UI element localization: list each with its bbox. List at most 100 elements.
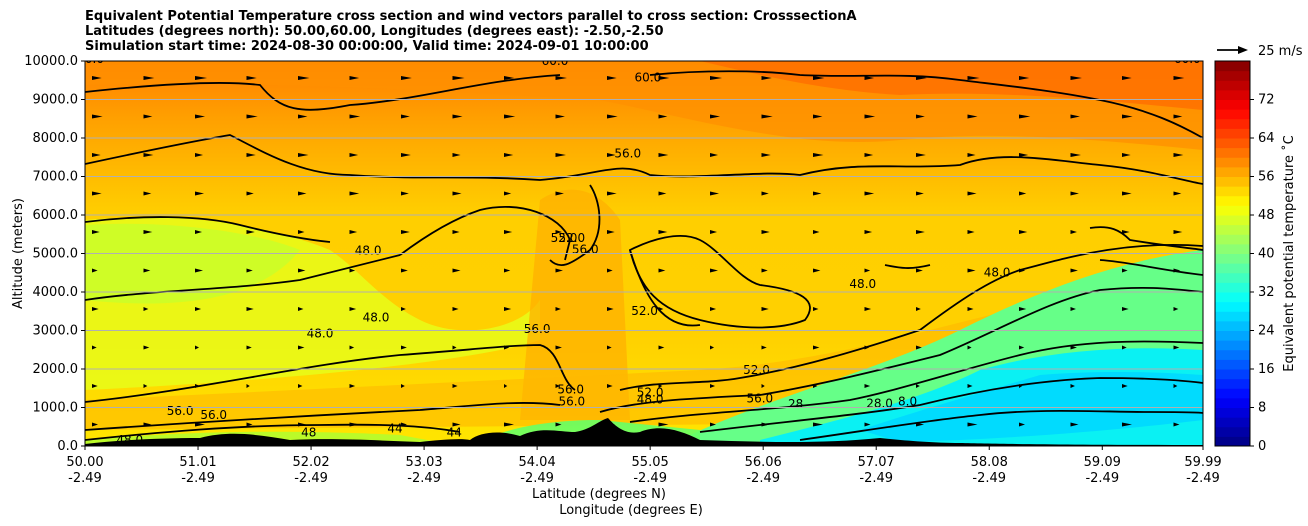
wind-arrow xyxy=(658,76,670,80)
x-axis: 50.00-2.4951.01-2.4952.02-2.4953.03-2.49… xyxy=(66,446,1222,486)
wind-arrow xyxy=(92,384,98,388)
contour-label: 48.0 xyxy=(355,244,382,258)
wind-arrow xyxy=(967,384,973,388)
wind-arrow xyxy=(813,422,823,427)
wind-arrow xyxy=(349,422,360,427)
wind-arrow xyxy=(92,307,99,311)
wind-arrow xyxy=(710,114,721,119)
wind-arrow xyxy=(1122,114,1133,119)
wind-arrow xyxy=(504,114,516,119)
wind-arrow xyxy=(864,384,871,388)
wind-arrow xyxy=(504,307,512,311)
wind-arrow xyxy=(195,268,204,273)
wind-arrow xyxy=(710,76,723,80)
wind-arrow xyxy=(1019,268,1026,273)
colorbar-swatch xyxy=(1215,157,1250,168)
wind-arrow xyxy=(710,307,717,311)
wind-arrow xyxy=(761,153,771,157)
wind-arrow xyxy=(864,268,871,273)
wind-arrow xyxy=(864,114,876,119)
wind-arrow xyxy=(195,422,205,427)
wind-arrow xyxy=(658,268,666,273)
colorbar-swatch xyxy=(1215,205,1250,216)
wind-arrow xyxy=(967,422,978,427)
contour-label: 60.0 xyxy=(635,70,662,84)
plot-area: 60.0 60.060.060.056.048.048.048.052.052.0… xyxy=(85,61,1203,446)
contour-label: 56.0 xyxy=(558,395,585,409)
wind-arrow xyxy=(1019,345,1025,350)
wind-arrow xyxy=(92,268,98,273)
wind-arrow xyxy=(195,384,201,388)
wind-arrow xyxy=(92,230,100,234)
wind-arrow xyxy=(349,114,361,119)
wind-arrow xyxy=(555,345,562,350)
wind-arrow xyxy=(298,345,305,350)
wind-arrow xyxy=(761,422,770,427)
contour-label: 48.0 xyxy=(307,326,334,340)
wind-arrow xyxy=(452,153,461,157)
wind-arrow xyxy=(92,345,97,350)
wind-arrow xyxy=(658,422,669,427)
horizontal-grid xyxy=(85,99,1203,408)
wind-arrow xyxy=(1122,76,1132,80)
x-axis-label-lat: Latitude (degrees N) xyxy=(532,487,666,502)
colorbar-swatch xyxy=(1215,70,1250,81)
wind-arrow xyxy=(813,307,819,311)
contour-label: 56.0 xyxy=(167,404,194,418)
wind-arrow xyxy=(658,307,664,311)
wind-arrow xyxy=(607,345,612,350)
contour-label-layer: 60.0 60.060.060.056.048.048.048.052.052.0… xyxy=(85,61,1201,446)
wind-arrow xyxy=(195,230,203,234)
wind-arrow xyxy=(504,230,513,234)
colorbar-swatch xyxy=(1215,263,1250,274)
colorbar-swatch xyxy=(1215,186,1250,197)
wind-arrow xyxy=(452,307,459,311)
colorbar-swatch xyxy=(1215,282,1250,293)
colorbar-swatch xyxy=(1215,109,1250,120)
wind-arrow xyxy=(246,268,253,273)
wind-arrow xyxy=(761,384,765,388)
wind-arrow xyxy=(298,307,304,311)
contour-label: 52.0 xyxy=(558,231,585,245)
wind-arrow xyxy=(349,191,360,196)
wind-arrow xyxy=(1019,422,1025,427)
wind-arrow xyxy=(1019,191,1027,196)
colorbar-swatch xyxy=(1215,243,1250,254)
colorbar-swatch xyxy=(1215,61,1250,72)
wind-arrow xyxy=(452,268,461,273)
x-tick-label-lon: -2.49 xyxy=(1085,471,1119,486)
y-tick-label: 10000.0 xyxy=(24,54,78,69)
wind-arrow xyxy=(246,153,256,157)
wind-arrow xyxy=(246,307,254,311)
wind-arrow xyxy=(555,153,566,157)
wind-arrow xyxy=(1122,307,1129,311)
wind-arrow xyxy=(298,114,308,119)
colorbar-swatch xyxy=(1215,195,1250,206)
y-tick-label: 3000.0 xyxy=(33,324,79,339)
wind-arrow xyxy=(1019,384,1023,388)
colorbar-tick-label: 16 xyxy=(1258,362,1275,377)
wind-arrow xyxy=(1173,422,1180,427)
y-tick-label: 9000.0 xyxy=(33,93,79,108)
x-tick-label-lat: 50.00 xyxy=(66,455,103,470)
x-tick-label-lat: 52.02 xyxy=(292,455,329,470)
contour-label: 56.0 xyxy=(572,243,599,257)
colorbar-tick-label: 48 xyxy=(1258,208,1275,223)
wind-arrow xyxy=(967,268,976,273)
wind-arrow xyxy=(967,230,975,234)
wind-arrow xyxy=(452,422,461,427)
x-tick-label-lon: -2.49 xyxy=(1186,471,1220,486)
wind-arrow xyxy=(401,384,405,388)
wind-arrow xyxy=(555,307,561,311)
x-tick-label-lat: 58.08 xyxy=(971,455,1008,470)
contour-label: 56.0 xyxy=(746,391,773,405)
colorbar-label: Equivalent potential temperature ˚C xyxy=(1281,135,1297,371)
wind-arrow xyxy=(607,76,617,80)
wind-arrow xyxy=(555,422,562,427)
colorbar-swatch xyxy=(1215,128,1250,139)
contour-label: 44 xyxy=(387,422,402,436)
wind-arrow xyxy=(1173,114,1183,119)
contour-label: 44 xyxy=(447,425,462,439)
wind-arrow xyxy=(710,191,720,196)
wind-arrow xyxy=(452,384,458,388)
